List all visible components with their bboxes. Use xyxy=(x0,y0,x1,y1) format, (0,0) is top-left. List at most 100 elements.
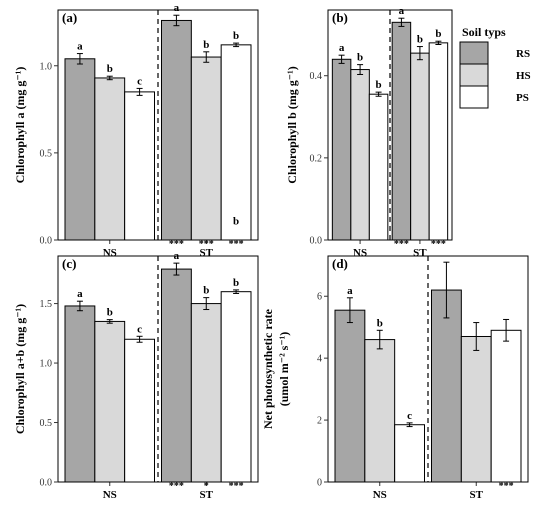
legend-label-rs: RS xyxy=(516,48,530,60)
significance-letter: a xyxy=(347,285,353,297)
bar-ns-rs xyxy=(331,58,352,241)
significance-letter: a xyxy=(77,288,83,300)
legend-item-ps: PS xyxy=(459,85,529,109)
y-tick-label: 0.0 xyxy=(310,236,323,247)
bar-st-rs xyxy=(391,21,412,241)
panel-label: (b) xyxy=(332,10,348,25)
significance-letter: b xyxy=(203,39,209,51)
significance-letter: b xyxy=(233,30,239,42)
bar-ns-rs xyxy=(64,58,96,241)
x-tick-label-ns: NS xyxy=(353,247,367,259)
legend-label-ps: PS xyxy=(516,92,529,104)
y-tick-label: 0 xyxy=(317,478,322,489)
significance-letter: b xyxy=(107,63,113,75)
significance-letter: c xyxy=(137,323,142,335)
y-tick-label: 0.0 xyxy=(40,478,53,489)
significance-letter: b xyxy=(435,28,441,40)
bar-st-rs xyxy=(431,289,462,483)
bar-ns-hs xyxy=(94,77,126,241)
legend-swatch-hs xyxy=(459,63,489,87)
bar-ns-ps xyxy=(124,91,155,241)
bar-st-ps xyxy=(220,291,252,483)
significance-letter: b xyxy=(377,317,383,329)
significance-stars: * xyxy=(204,481,209,492)
bar-st-ps xyxy=(428,42,449,241)
bar-ns-hs xyxy=(94,320,126,483)
legend-swatch-ps xyxy=(459,85,489,109)
x-tick-label-st: ST xyxy=(413,247,427,259)
significance-letter: b xyxy=(233,277,239,289)
bar-st-rs xyxy=(161,19,192,241)
panel-c: 0.0 0.5 1.0 1.5 Chlorophyll a+b (mg g⁻¹) (c) N… xyxy=(13,250,259,501)
significance-letter: a xyxy=(77,41,83,53)
panel-label: (a) xyxy=(62,10,77,25)
significance-letter: b xyxy=(203,285,209,297)
y-tick-label: 1.5 xyxy=(40,299,53,310)
significance-stars: *** xyxy=(431,239,446,250)
y-tick-label: 0.4 xyxy=(310,71,323,82)
y-axis-label: Chlorophyll a+b (mg g⁻¹) xyxy=(13,304,27,434)
y-tick-label: 0.0 xyxy=(40,236,53,247)
bar-st-hs xyxy=(190,56,222,241)
y-tick-label: 4 xyxy=(317,354,322,365)
bar-st-hs xyxy=(410,52,430,241)
x-tick-label-ns: NS xyxy=(103,489,117,501)
significance-stars: *** xyxy=(229,481,244,492)
significance-letter: b xyxy=(417,34,423,46)
y-axis-label: Chlorophyll a (mg g⁻¹) xyxy=(13,67,27,184)
significance-stars: *** xyxy=(394,239,409,250)
y-tick-label: 6 xyxy=(317,292,322,303)
y-axis-label-units: (umol m⁻² s⁻¹) xyxy=(277,332,291,407)
significance-stars: *** xyxy=(499,481,514,492)
significance-stars: *** xyxy=(169,239,184,250)
x-tick-label-st: ST xyxy=(200,489,214,501)
bar-ns-hs xyxy=(364,339,396,483)
y-tick-label: 1.0 xyxy=(40,61,53,72)
panel-d: 0 2 4 6 Net photosynthetic rate (umol m⁻² s⁻¹… xyxy=(261,255,529,501)
x-tick-label-ns: NS xyxy=(103,247,117,259)
legend-item-rs: RS xyxy=(459,41,530,65)
panel-label: (c) xyxy=(62,256,76,271)
significance-letter: b xyxy=(357,52,363,64)
y-axis-label: Chlorophyll b (mg g⁻¹) xyxy=(285,66,299,183)
y-tick-label: 0.5 xyxy=(40,418,53,429)
y-tick-label: 0.5 xyxy=(40,148,53,159)
bar-ns-ps xyxy=(368,93,389,241)
significance-stars: *** xyxy=(169,481,184,492)
bar-st-hs xyxy=(190,303,222,483)
bar-st-ps xyxy=(490,329,522,483)
significance-letter: a xyxy=(339,42,345,54)
significance-letter: c xyxy=(407,410,412,422)
bar-ns-rs xyxy=(334,309,366,483)
y-axis-label: Net photosynthetic rate xyxy=(261,308,275,429)
bar-st-hs xyxy=(460,335,492,483)
significance-letter: b xyxy=(107,307,113,319)
significance-stars: *** xyxy=(229,239,244,250)
bar-ns-hs xyxy=(350,69,370,241)
legend: Soil typs RS HS PS xyxy=(459,25,531,109)
panel-label: (d) xyxy=(332,256,348,271)
significance-letter: a xyxy=(174,250,180,262)
x-tick-label-st: ST xyxy=(470,489,484,501)
bar-st-rs xyxy=(161,268,192,483)
bar-ns-rs xyxy=(64,305,96,483)
bar-st-ps xyxy=(220,44,252,241)
significance-letter: a xyxy=(399,5,405,17)
y-tick-label: 1.0 xyxy=(40,359,53,370)
y-tick-label: 0.2 xyxy=(310,153,323,164)
legend-item-hs: HS xyxy=(459,63,531,87)
bar-ns-ps xyxy=(124,338,155,483)
x-tick-label-ns: NS xyxy=(373,489,387,501)
legend-title: Soil typs xyxy=(462,25,506,39)
legend-label-hs: HS xyxy=(516,70,531,82)
annotation-letter: b xyxy=(233,215,239,227)
y-tick-label: 2 xyxy=(317,416,322,427)
significance-letter: c xyxy=(137,75,142,87)
legend-swatch-rs xyxy=(459,41,489,65)
significance-letter: b xyxy=(376,79,382,91)
significance-letter: a xyxy=(174,2,180,14)
significance-stars: *** xyxy=(199,239,214,250)
